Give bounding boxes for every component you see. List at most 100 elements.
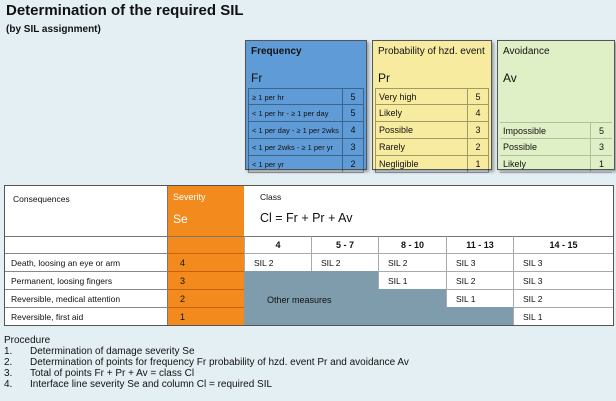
page-title: Determination of the required SIL: [6, 2, 244, 19]
avoidance-row-label: Likely: [500, 156, 590, 173]
probability-row-label: Possible: [375, 122, 467, 139]
frequency-row-label: < 1 per yr: [248, 156, 342, 173]
procedure-step-text: Total of points Fr + Pr + Av = class Cl: [30, 368, 195, 379]
avoidance-abbr: Av: [503, 71, 517, 85]
frequency-row: < 1 per yr 2: [248, 156, 364, 173]
avoidance-row: Likely 1: [500, 156, 612, 173]
frequency-row-value: 5: [342, 105, 364, 122]
severity-value: 2: [168, 289, 244, 307]
avoidance-row-label: Possible: [500, 139, 590, 156]
procedure-step-number: 2.: [4, 357, 13, 368]
consequence-label: Death, loosing an eye or arm: [5, 253, 168, 271]
sil-cell: SIL 3: [513, 271, 613, 289]
avoidance-header: Avoidance: [503, 46, 550, 57]
frequency-row: < 1 per 2wks - ≥ 1 per yr 3: [248, 139, 364, 156]
severity-value: 4: [168, 253, 244, 271]
procedure-step: 3. Total of points Fr + Pr + Av = class C…: [4, 368, 409, 379]
header-spacer: [5, 236, 168, 253]
avoidance-row-value: 1: [590, 156, 612, 173]
page-subtitle: (by SIL assignment): [6, 24, 101, 35]
severity-header: Severity: [173, 192, 206, 202]
sil-cell: SIL 1: [378, 271, 446, 289]
probability-row-value: 5: [467, 88, 489, 105]
severity-value: 1: [168, 307, 244, 325]
frequency-row-value: 3: [342, 139, 364, 156]
other-measures-region: [378, 289, 446, 325]
other-measures-label: Other measures: [267, 295, 332, 305]
class-column-header: 4: [244, 236, 311, 253]
severity-spacer: [168, 236, 244, 253]
sil-cell: SIL 2: [446, 271, 513, 289]
probability-row: Possible 3: [375, 122, 489, 139]
sil-cell: SIL 3: [446, 253, 513, 271]
probability-row-value: 1: [467, 156, 489, 173]
class-header: Class: [260, 192, 282, 202]
frequency-row: ≥ 1 per hr 5: [248, 88, 364, 105]
procedure-step: 4. Interface line severity Se and column …: [4, 379, 409, 390]
probability-row-label: Rarely: [375, 139, 467, 156]
class-column-header: 8 - 10: [378, 236, 446, 253]
consequence-label: Reversible, first aid: [5, 307, 168, 325]
class-column-header: 5 - 7: [311, 236, 378, 253]
probability-row-label: Negligible: [375, 156, 467, 173]
class-formula: Cl = Fr + Pr + Av: [260, 211, 353, 225]
frequency-row: < 1 per hr - ≥ 1 per day 5: [248, 105, 364, 122]
procedure-step-number: 4.: [4, 379, 13, 390]
other-measures-region: [446, 307, 513, 325]
consequences-header: Consequences: [5, 186, 168, 236]
probability-row: Negligible 1: [375, 156, 489, 173]
avoidance-box: Avoidance Av Impossible 5 Possible 3 Likel…: [497, 40, 615, 173]
procedure-step: 1. Determination of damage severity Se: [4, 346, 409, 357]
probability-row-value: 3: [467, 122, 489, 139]
frequency-row-label: < 1 per hr - ≥ 1 per day: [248, 105, 342, 122]
avoidance-row-label: Impossible: [500, 122, 590, 139]
avoidance-row: Possible 3: [500, 139, 612, 156]
procedure-section: Procedure 1. Determination of damage seve…: [4, 335, 409, 390]
class-column-header: 11 - 13: [446, 236, 513, 253]
consequence-label: Reversible, medical attention: [5, 289, 168, 307]
frequency-row: < 1 per day - ≥ 1 per 2wks 4: [248, 122, 364, 139]
probability-row: Rarely 2: [375, 139, 489, 156]
procedure-header: Procedure: [4, 335, 51, 346]
sil-cell: SIL 1: [446, 289, 513, 307]
probability-row: Likely 4: [375, 105, 489, 122]
procedure-step: 2. Determination of points for frequency …: [4, 357, 409, 368]
severity-abbr: Se: [173, 212, 188, 226]
probability-row-label: Likely: [375, 105, 467, 122]
probability-row-value: 2: [467, 139, 489, 156]
severity-value: 3: [168, 271, 244, 289]
sil-assignment-grid: Consequences Severity Se Class Cl = Fr +…: [4, 185, 614, 326]
sil-cell: SIL 2: [244, 253, 311, 271]
sil-cell: SIL 3: [513, 253, 613, 271]
class-header-cell: Class Cl = Fr + Pr + Av: [244, 186, 613, 236]
class-column-header: 14 - 15: [513, 236, 613, 253]
frequency-row-value: 5: [342, 88, 364, 105]
sil-cell: SIL 1: [513, 307, 613, 325]
sil-cell: SIL 2: [378, 253, 446, 271]
other-measures-region: [244, 271, 378, 325]
severity-header-cell: Severity Se: [168, 186, 244, 236]
frequency-box: Frequency Fr ≥ 1 per hr 5 < 1 per hr - ≥ …: [245, 40, 367, 173]
frequency-header: Frequency: [251, 46, 302, 57]
avoidance-row-value: 3: [590, 139, 612, 156]
procedure-step-number: 3.: [4, 368, 13, 379]
frequency-row-label: ≥ 1 per hr: [248, 88, 342, 105]
procedure-step-text: Interface line severity Se and column Cl…: [30, 379, 273, 390]
frequency-row-label: < 1 per 2wks - ≥ 1 per yr: [248, 139, 342, 156]
procedure-step-number: 1.: [4, 346, 13, 357]
probability-row: Very high 5: [375, 88, 489, 105]
procedure-step-text: Determination of points for frequency Fr…: [30, 357, 409, 368]
sil-cell: SIL 2: [513, 289, 613, 307]
frequency-row-value: 4: [342, 122, 364, 139]
sil-cell: SIL 2: [311, 253, 378, 271]
procedure-step-text: Determination of damage severity Se: [30, 346, 195, 357]
frequency-abbr: Fr: [251, 71, 263, 85]
frequency-row-label: < 1 per day - ≥ 1 per 2wks: [248, 122, 342, 139]
avoidance-row-value: 5: [590, 122, 612, 139]
probability-header: Probability of hzd. event: [378, 46, 485, 57]
probability-box: Probability of hzd. event Pr Very high 5 …: [372, 40, 492, 173]
consequence-label: Permanent, loosing fingers: [5, 271, 168, 289]
avoidance-row: Impossible 5: [500, 122, 612, 139]
frequency-row-value: 2: [342, 156, 364, 173]
probability-abbr: Pr: [378, 71, 390, 85]
